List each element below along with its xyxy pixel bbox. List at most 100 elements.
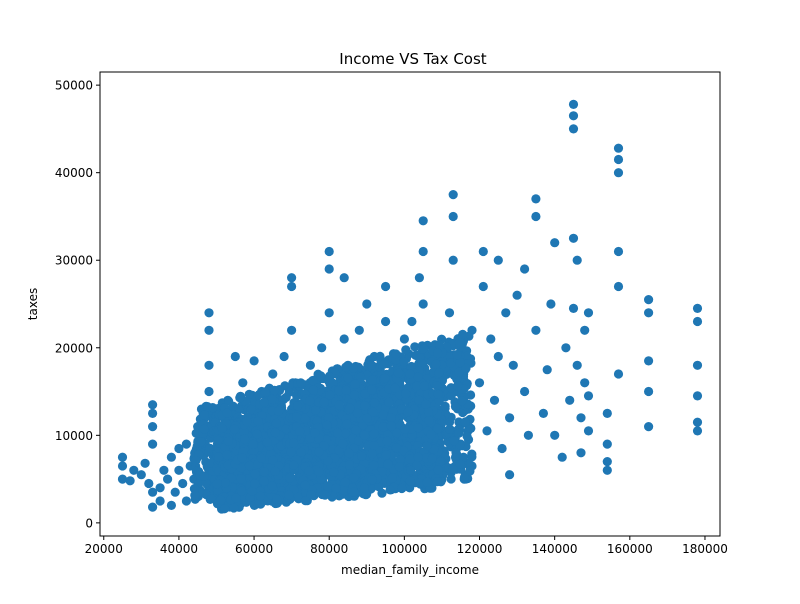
scatter-point <box>460 417 470 427</box>
scatter-point <box>451 448 461 458</box>
scatter-point <box>362 299 372 309</box>
scatter-point <box>367 475 377 485</box>
scatter-point <box>446 391 456 401</box>
scatter-point <box>568 111 579 121</box>
scatter-point <box>445 424 455 434</box>
scatter-point <box>382 436 392 446</box>
scatter-point <box>381 316 391 327</box>
scatter-point <box>568 233 579 243</box>
scatter-point <box>155 483 165 493</box>
scatter-point <box>222 450 232 460</box>
scatter-point <box>343 373 353 383</box>
scatter-point <box>418 216 428 226</box>
scatter-point <box>331 483 341 493</box>
scatter-point <box>287 325 297 335</box>
scatter-point <box>550 238 560 248</box>
scatter-point <box>692 360 703 370</box>
scatter-point <box>393 368 404 378</box>
scatter-point <box>429 444 439 454</box>
scatter-point <box>246 405 256 415</box>
scatter-point <box>421 399 431 409</box>
scatter-point <box>217 423 227 433</box>
scatter-point <box>296 447 306 457</box>
scatter-point <box>190 490 200 500</box>
scatter-point <box>580 378 590 388</box>
scatter-point <box>520 264 530 274</box>
scatter-point <box>427 453 437 464</box>
scatter-point <box>434 368 444 378</box>
scatter-point <box>461 363 471 373</box>
x-tick-label: 140000 <box>532 542 578 556</box>
scatter-point <box>644 422 654 432</box>
scatter-point <box>413 423 423 433</box>
scatter-point <box>334 400 344 410</box>
scatter-point <box>497 443 507 454</box>
scatter-point <box>319 397 329 407</box>
scatter-point <box>254 498 264 509</box>
x-tick-label: 160000 <box>607 542 653 556</box>
scatter-point <box>338 439 348 449</box>
x-tick-label: 20000 <box>85 542 123 556</box>
scatter-point <box>220 478 230 488</box>
x-tick-label: 40000 <box>160 542 198 556</box>
scatter-point <box>613 281 624 292</box>
scatter-point <box>448 464 458 474</box>
scatter-point <box>281 392 291 402</box>
scatter-point <box>446 358 456 368</box>
scatter-point <box>493 255 503 265</box>
scatter-point <box>325 390 335 400</box>
scatter-point <box>418 246 428 257</box>
scatter-point <box>229 503 239 513</box>
scatter-point <box>204 386 214 397</box>
scatter-point <box>204 308 214 318</box>
scatter-point <box>426 429 436 440</box>
scatter-point <box>377 467 387 477</box>
scatter-point <box>125 476 135 486</box>
scatter-point <box>344 460 355 470</box>
scatter-point <box>242 416 252 427</box>
scatter-point <box>478 246 488 257</box>
scatter-point <box>340 429 350 439</box>
scatter-point <box>247 486 257 496</box>
scatter-point <box>353 436 364 446</box>
scatter-point <box>568 124 579 134</box>
scatter-point <box>602 465 612 475</box>
scatter-point <box>387 473 397 483</box>
scatter-point <box>613 369 624 379</box>
scatter-point <box>367 360 377 370</box>
scatter-point <box>220 504 230 514</box>
scatter-point <box>351 425 361 435</box>
scatter-point <box>287 281 297 292</box>
scatter-point <box>454 367 464 377</box>
scatter-point <box>602 457 612 467</box>
scatter-point <box>236 474 246 484</box>
scatter-point <box>433 389 443 399</box>
scatter-point <box>339 334 349 344</box>
scatter-point <box>285 473 295 483</box>
scatter-point <box>508 360 518 370</box>
scatter-point <box>422 477 432 487</box>
scatter-point <box>250 469 260 479</box>
scatter-point <box>287 273 297 283</box>
scatter-point <box>462 351 472 361</box>
scatter-point <box>501 308 511 318</box>
scatter-point <box>457 396 467 406</box>
scatter-point <box>136 470 146 480</box>
scatter-point <box>401 345 411 355</box>
scatter-point <box>378 410 388 420</box>
scatter-point <box>289 438 299 448</box>
scatter-point <box>692 391 703 401</box>
scatter-point <box>267 406 277 416</box>
scatter-point <box>174 465 184 475</box>
scatter-point <box>340 477 350 487</box>
scatter-point <box>379 359 389 369</box>
scatter-point <box>374 482 384 492</box>
scatter-point <box>433 348 443 358</box>
scatter-point <box>431 359 441 369</box>
scatter-point <box>386 421 396 431</box>
scatter-point <box>316 474 326 484</box>
scatter-point <box>576 413 586 423</box>
scatter-point <box>268 455 278 465</box>
scatter-point <box>401 389 411 399</box>
